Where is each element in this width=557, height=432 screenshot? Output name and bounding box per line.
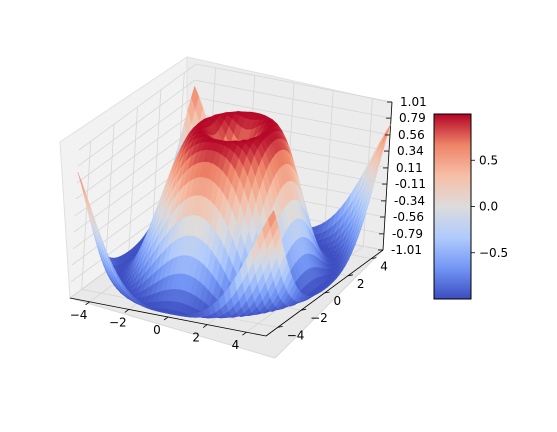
- z-tick-label: -1.01: [391, 243, 422, 257]
- x-tick-label: −4: [70, 308, 88, 322]
- z-tick-label: 0.34: [397, 144, 424, 158]
- y-tick-label: 2: [357, 277, 365, 291]
- y-tick-mark: [301, 308, 307, 311]
- colorbar-ticks: 0.5 0.0 −0.5: [471, 153, 508, 260]
- surface-patch: [267, 209, 277, 229]
- x-tick-mark: [124, 309, 130, 313]
- z-gridline-9: [78, 63, 393, 151]
- x-tick-label: 2: [192, 331, 200, 345]
- x-tick-label: −2: [109, 315, 127, 329]
- y-tick-label: −2: [310, 311, 328, 325]
- z-tick-label: -0.56: [393, 210, 424, 224]
- y-tick-mark: [324, 291, 330, 294]
- colorbar-tick-label: −0.5: [479, 246, 508, 260]
- y-tick-label: −4: [287, 328, 305, 342]
- z-tick-label: 0.56: [398, 128, 425, 142]
- y-axis-ticks: −4 −2 0 2 4: [287, 260, 388, 343]
- z-tick-label: -0.11: [395, 177, 426, 191]
- y-tick-mark: [347, 274, 353, 277]
- surface: [77, 85, 391, 319]
- tick-marks: [85, 101, 392, 336]
- x-tick-mark: [85, 301, 90, 306]
- y-tick-mark: [277, 326, 283, 328]
- colorbar-gradient: [433, 113, 472, 300]
- colorbar-tick-label: 0.0: [479, 200, 498, 214]
- z-tick-label: -0.79: [392, 227, 423, 241]
- x-tick-mark: [163, 316, 169, 321]
- x-tick-mark: [242, 331, 247, 336]
- z-axis-ticks: -1.01 -0.79 -0.56 -0.34 -0.11 0.11 0.34 0.56 0.7…: [391, 95, 427, 257]
- x-axis-ticks: −4 −2 0 2 4: [70, 308, 239, 352]
- y-tick-label: 4: [380, 260, 388, 274]
- x-tick-mark: [202, 324, 208, 328]
- colorbar-tick-label: 0.5: [479, 153, 498, 167]
- x-tick-label: 0: [153, 323, 161, 337]
- z-tick-label: 0.11: [396, 161, 423, 175]
- y-tick-label: 0: [334, 294, 342, 308]
- z-tick-label: 0.79: [399, 111, 426, 125]
- colorbar: 0.5 0.0 −0.5: [433, 113, 508, 300]
- z-tick-label: 1.01: [400, 95, 427, 109]
- z-gridline-8: [77, 79, 392, 167]
- y-tick-mark: [371, 257, 377, 259]
- x-tick-label: 4: [232, 338, 240, 352]
- z-tick-label: -0.34: [394, 194, 425, 208]
- z-axis-line: [382, 101, 393, 251]
